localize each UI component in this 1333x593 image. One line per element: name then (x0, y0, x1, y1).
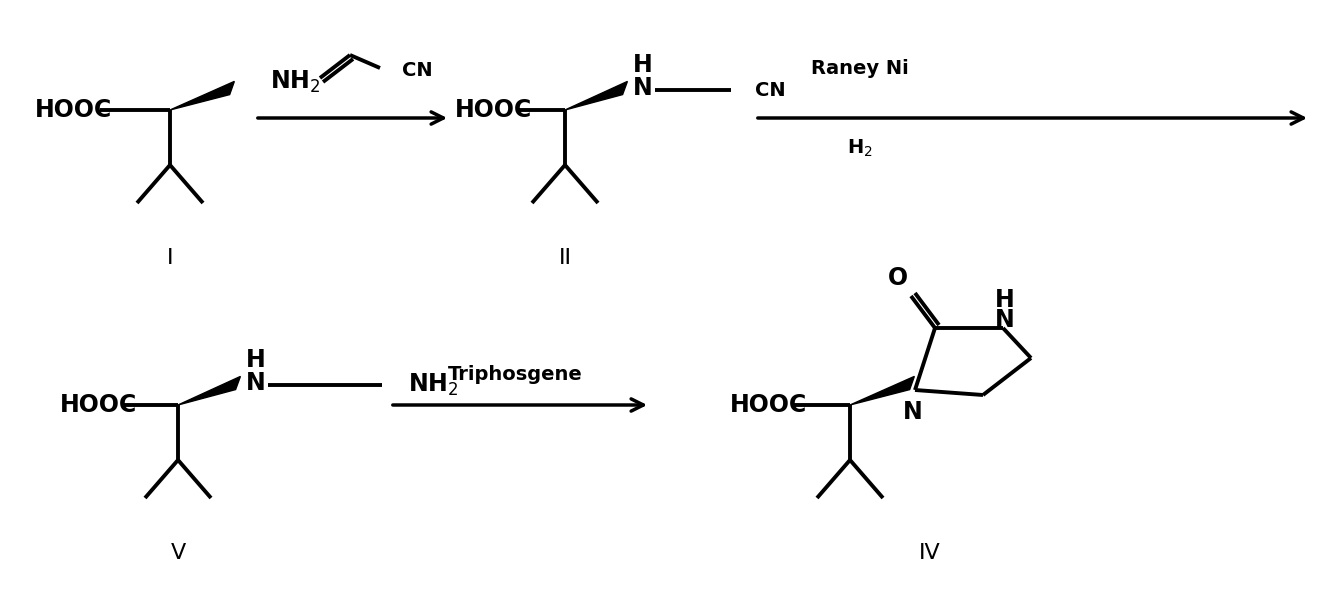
Text: NH$_2$: NH$_2$ (408, 372, 459, 398)
Text: H$_2$: H$_2$ (846, 138, 873, 159)
Text: V: V (171, 543, 185, 563)
Text: N: N (633, 76, 653, 100)
Text: CN: CN (403, 60, 433, 79)
Text: H: H (996, 288, 1014, 312)
Polygon shape (565, 81, 628, 110)
Text: Triphosgene: Triphosgene (448, 365, 583, 384)
Text: NH$_2$: NH$_2$ (271, 69, 320, 95)
Text: HOOC: HOOC (730, 393, 808, 417)
Text: HOOC: HOOC (60, 393, 137, 417)
Text: II: II (559, 248, 572, 268)
Text: IV: IV (920, 543, 941, 563)
Text: CN: CN (754, 81, 785, 100)
Text: Raney Ni: Raney Ni (810, 59, 909, 78)
Text: N: N (904, 400, 922, 424)
Text: N: N (247, 371, 265, 395)
Text: H: H (247, 348, 265, 372)
Text: N: N (996, 308, 1014, 332)
Text: HOOC: HOOC (35, 98, 112, 122)
Polygon shape (850, 377, 914, 405)
Polygon shape (171, 81, 235, 110)
Text: I: I (167, 248, 173, 268)
Text: H: H (633, 53, 653, 77)
Polygon shape (179, 377, 240, 405)
Text: O: O (888, 266, 908, 290)
Text: HOOC: HOOC (455, 98, 532, 122)
